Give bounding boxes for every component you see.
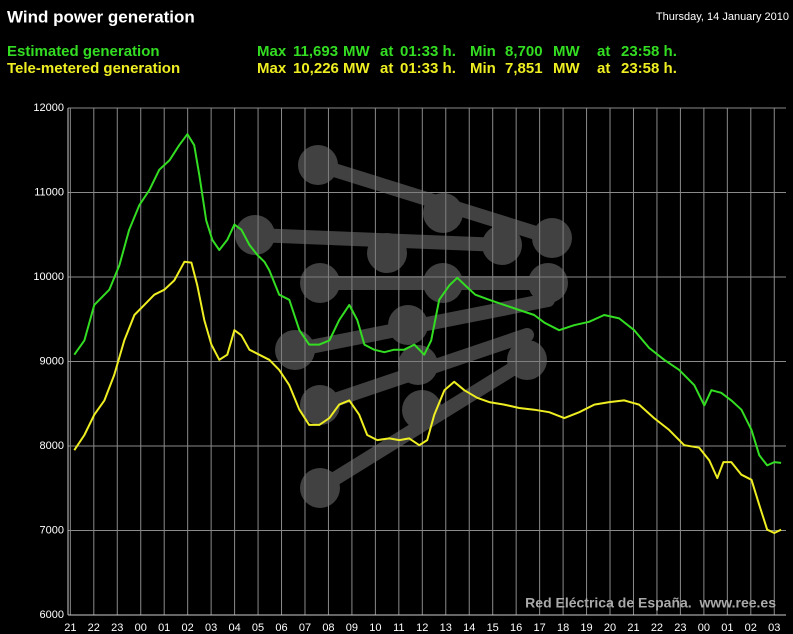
x-tick-label: 23	[111, 622, 123, 634]
x-tick-label: 11	[393, 622, 404, 634]
legend-stat: 11,693	[293, 43, 338, 60]
legend-stat: MW	[553, 60, 580, 77]
x-tick-label: 06	[275, 622, 287, 634]
x-tick-label: 16	[510, 622, 522, 634]
legend-stat: MW	[553, 43, 580, 60]
legend-label: Tele-metered generation	[7, 60, 180, 77]
x-tick-label: 09	[346, 622, 358, 634]
y-tick-label: 8000	[40, 440, 64, 452]
y-tick-label: 6000	[40, 609, 64, 621]
x-tick-label: 00	[135, 622, 147, 634]
watermark: Red Eléctrica de España. www.ree.es	[525, 595, 776, 611]
x-tick-label: 22	[88, 622, 100, 634]
legend-stat: at	[380, 43, 393, 60]
x-tick-label: 15	[487, 622, 499, 634]
x-tick-label: 12	[416, 622, 428, 634]
x-tick-label: 05	[252, 622, 264, 634]
x-tick-label: 08	[322, 622, 334, 634]
legend-stat: 01:33 h.	[400, 43, 456, 60]
legend-stat: MW	[343, 60, 370, 77]
legend-stat: 23:58 h.	[621, 60, 677, 77]
legend-stat: at	[597, 60, 610, 77]
y-tick-label: 9000	[40, 355, 64, 367]
x-tick-label: 02	[182, 622, 194, 634]
x-tick-label: 18	[557, 622, 569, 634]
legend-stat: Max	[257, 60, 287, 77]
x-tick-label: 01	[721, 622, 733, 634]
x-tick-label: 17	[534, 622, 546, 634]
legend-stat: Min	[470, 60, 496, 77]
legend-stat: 7,851	[505, 60, 543, 77]
legend-stat: Max	[257, 43, 287, 60]
x-tick-label: 23	[674, 622, 686, 634]
legend-stat: 23:58 h.	[621, 43, 677, 60]
chart: Wind power generation Thursday, 14 Janua…	[0, 0, 793, 634]
x-tick-label: 20	[604, 622, 616, 634]
legend-stat: 10,226	[293, 60, 339, 77]
y-tick-label: 12000	[33, 102, 64, 114]
x-tick-label: 03	[205, 622, 217, 634]
x-tick-label: 14	[463, 622, 475, 634]
legend-label: Estimated generation	[7, 43, 160, 60]
chart-date: Thursday, 14 January 2010	[656, 11, 789, 23]
x-tick-label: 22	[651, 622, 663, 634]
x-tick-label: 01	[158, 622, 170, 634]
legend-stat: 01:33 h.	[400, 60, 456, 77]
y-tick-label: 7000	[40, 524, 64, 536]
x-tick-label: 07	[299, 622, 311, 634]
legend-stat: MW	[343, 43, 370, 60]
legend-stat: at	[597, 43, 610, 60]
legend-stat: Min	[470, 43, 496, 60]
y-tick-label: 11000	[34, 186, 64, 198]
page: Wind power generation Thursday, 14 Janua…	[0, 0, 793, 634]
x-tick-label: 02	[745, 622, 757, 634]
x-tick-label: 21	[627, 622, 639, 634]
legend-stat: 8,700	[505, 43, 543, 60]
x-tick-label: 13	[440, 622, 452, 634]
x-tick-label: 00	[698, 622, 710, 634]
x-tick-label: 19	[580, 622, 592, 634]
x-tick-label: 21	[64, 622, 76, 634]
chart-title: Wind power generation	[7, 7, 195, 26]
x-tick-label: 03	[768, 622, 780, 634]
x-tick-label: 10	[369, 622, 381, 634]
legend-stat: at	[380, 60, 393, 77]
y-tick-label: 10000	[33, 271, 64, 283]
x-tick-label: 04	[228, 622, 240, 634]
